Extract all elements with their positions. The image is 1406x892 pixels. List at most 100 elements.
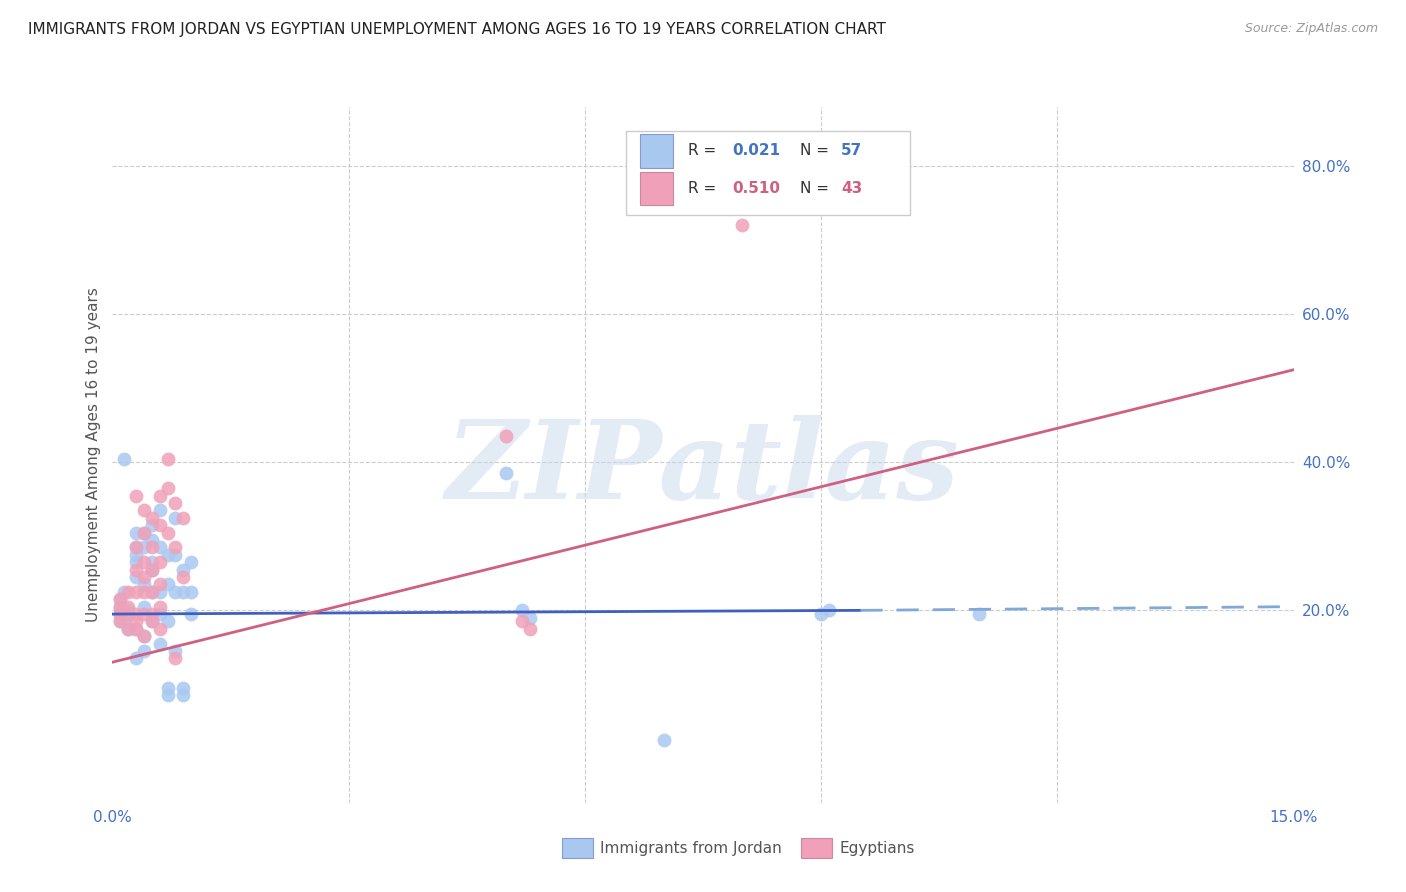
Point bbox=[519, 611, 541, 625]
Point bbox=[112, 585, 135, 599]
Point bbox=[510, 603, 533, 617]
Point bbox=[132, 629, 155, 643]
Point bbox=[125, 585, 148, 599]
Point bbox=[165, 548, 187, 562]
Point bbox=[132, 599, 155, 614]
Point bbox=[141, 518, 163, 533]
Point bbox=[125, 541, 148, 555]
Point bbox=[156, 689, 179, 703]
Point bbox=[112, 615, 135, 629]
Bar bbox=[640, 172, 673, 205]
Point bbox=[125, 541, 148, 555]
Point bbox=[149, 489, 172, 503]
Text: Egyptians: Egyptians bbox=[839, 841, 915, 855]
Point bbox=[180, 607, 202, 621]
Point bbox=[510, 615, 533, 629]
Point bbox=[125, 570, 148, 584]
Point bbox=[110, 599, 132, 614]
Point bbox=[141, 563, 163, 577]
Point bbox=[810, 607, 832, 621]
Text: IMMIGRANTS FROM JORDAN VS EGYPTIAN UNEMPLOYMENT AMONG AGES 16 TO 19 YEARS CORREL: IMMIGRANTS FROM JORDAN VS EGYPTIAN UNEMP… bbox=[28, 22, 886, 37]
Point bbox=[132, 607, 155, 621]
Text: N =: N = bbox=[800, 144, 834, 159]
Point bbox=[125, 651, 148, 665]
FancyBboxPatch shape bbox=[626, 131, 910, 215]
Point bbox=[172, 585, 194, 599]
Point bbox=[110, 615, 132, 629]
Text: 0.021: 0.021 bbox=[733, 144, 780, 159]
Point bbox=[165, 541, 187, 555]
Point bbox=[117, 622, 139, 636]
Point bbox=[112, 451, 135, 466]
Point bbox=[117, 622, 139, 636]
Point bbox=[149, 585, 172, 599]
Point bbox=[125, 563, 148, 577]
Point bbox=[132, 585, 155, 599]
Point bbox=[132, 644, 155, 658]
Point bbox=[172, 570, 194, 584]
Text: 0.510: 0.510 bbox=[733, 181, 780, 196]
Text: 43: 43 bbox=[841, 181, 862, 196]
Point bbox=[149, 555, 172, 569]
Point bbox=[117, 599, 139, 614]
Point bbox=[125, 607, 148, 621]
Point bbox=[165, 651, 187, 665]
Point bbox=[172, 689, 194, 703]
Point bbox=[117, 585, 139, 599]
Point bbox=[141, 541, 163, 555]
Point bbox=[141, 533, 163, 547]
Point bbox=[117, 607, 139, 621]
Point bbox=[132, 577, 155, 591]
Text: R =: R = bbox=[688, 181, 721, 196]
Point bbox=[156, 577, 179, 591]
Point bbox=[141, 585, 163, 599]
Point bbox=[132, 525, 155, 540]
Point bbox=[125, 525, 148, 540]
Point bbox=[156, 548, 179, 562]
Point bbox=[149, 518, 172, 533]
Point bbox=[172, 681, 194, 695]
Point bbox=[125, 622, 148, 636]
Point bbox=[125, 622, 148, 636]
Point bbox=[156, 481, 179, 495]
Point bbox=[141, 511, 163, 525]
Point bbox=[172, 563, 194, 577]
Point bbox=[156, 451, 179, 466]
Point bbox=[132, 525, 155, 540]
Point bbox=[165, 511, 187, 525]
Text: N =: N = bbox=[800, 181, 834, 196]
Point bbox=[117, 607, 139, 621]
Point bbox=[132, 570, 155, 584]
Point bbox=[165, 585, 187, 599]
Text: ZIPatlas: ZIPatlas bbox=[446, 415, 960, 523]
Point bbox=[149, 503, 172, 517]
Point bbox=[132, 503, 155, 517]
Text: Immigrants from Jordan: Immigrants from Jordan bbox=[600, 841, 782, 855]
Point bbox=[165, 496, 187, 510]
Point bbox=[141, 615, 163, 629]
Point bbox=[156, 681, 179, 695]
Point bbox=[180, 555, 202, 569]
Point bbox=[141, 607, 163, 621]
Point bbox=[141, 585, 163, 599]
Point bbox=[110, 607, 132, 621]
Point bbox=[731, 219, 754, 233]
Point bbox=[132, 555, 155, 569]
Point bbox=[125, 615, 148, 629]
Point bbox=[156, 615, 179, 629]
Point bbox=[149, 599, 172, 614]
Point bbox=[149, 622, 172, 636]
Point bbox=[180, 585, 202, 599]
Point bbox=[519, 622, 541, 636]
Point bbox=[149, 541, 172, 555]
Text: 57: 57 bbox=[841, 144, 862, 159]
Point bbox=[110, 592, 132, 607]
Point bbox=[967, 607, 990, 621]
Point bbox=[495, 467, 517, 481]
Point bbox=[149, 637, 172, 651]
Point bbox=[156, 525, 179, 540]
Point bbox=[495, 429, 517, 443]
Point bbox=[110, 607, 132, 621]
Point bbox=[110, 599, 132, 614]
Point bbox=[149, 577, 172, 591]
